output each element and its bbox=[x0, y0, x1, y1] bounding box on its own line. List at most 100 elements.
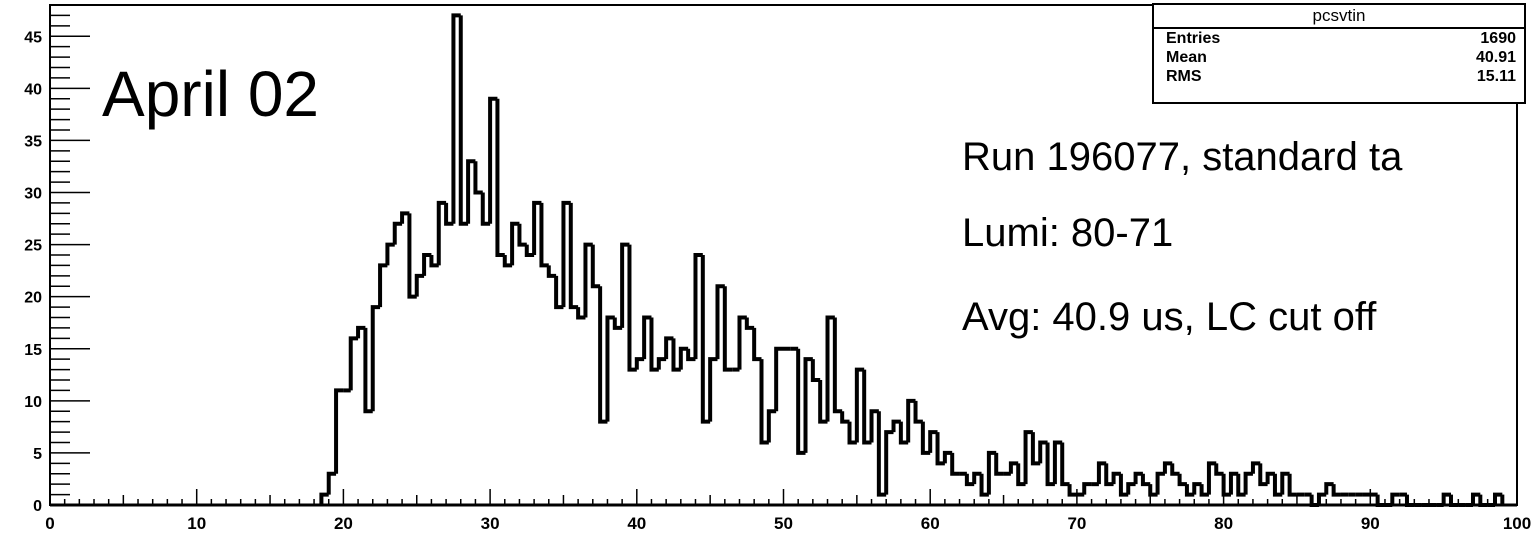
histogram-bin bbox=[422, 253, 432, 276]
histogram-bin bbox=[319, 492, 329, 505]
histogram-bin bbox=[1280, 471, 1290, 495]
stats-value: 1690 bbox=[1480, 30, 1516, 47]
x-tick-label: 20 bbox=[334, 514, 353, 533]
histogram-bin bbox=[1082, 482, 1092, 495]
y-tick-label: 35 bbox=[24, 133, 42, 150]
histogram-bin bbox=[774, 346, 784, 412]
histogram-bin bbox=[656, 357, 667, 370]
histogram-bin bbox=[524, 244, 535, 257]
histogram-bin bbox=[414, 273, 425, 297]
histogram-bin bbox=[825, 315, 835, 422]
histogram-bin bbox=[1038, 440, 1048, 464]
histogram-bin bbox=[876, 411, 887, 497]
y-tick-label: 45 bbox=[24, 29, 42, 46]
histogram-bin bbox=[1170, 463, 1180, 476]
histogram-bin bbox=[1067, 484, 1077, 497]
histogram-bin bbox=[363, 327, 373, 414]
histogram-bin bbox=[972, 471, 982, 485]
histogram-bin bbox=[1236, 473, 1246, 497]
histogram-bin bbox=[1199, 484, 1209, 497]
histogram-bin bbox=[964, 473, 975, 487]
histogram-bin bbox=[634, 357, 645, 370]
histogram-bin bbox=[906, 398, 916, 443]
histogram-bin bbox=[810, 359, 821, 382]
histogram-bin bbox=[1052, 440, 1063, 485]
histogram-bin bbox=[752, 327, 762, 362]
histogram-bin bbox=[891, 419, 901, 433]
histogram-bin bbox=[1016, 463, 1026, 487]
histogram-bin bbox=[1228, 471, 1239, 495]
histogram-bin bbox=[466, 159, 476, 224]
histogram-bin bbox=[686, 348, 696, 362]
histogram-bin bbox=[488, 96, 498, 224]
histogram-bin bbox=[928, 430, 938, 453]
histogram-bin bbox=[385, 242, 395, 266]
avg-note: Avg: 40.9 us, LC cut off bbox=[962, 295, 1377, 339]
x-tick-label: 90 bbox=[1361, 514, 1380, 533]
histogram-bin bbox=[473, 161, 483, 195]
histogram-bin bbox=[326, 471, 337, 495]
histogram-bin bbox=[1162, 461, 1173, 474]
histogram-bin bbox=[1133, 471, 1143, 485]
y-tick-label: 30 bbox=[24, 186, 42, 203]
histogram-bin bbox=[444, 202, 454, 226]
histogram-bin bbox=[605, 315, 615, 422]
date-label: April 02 bbox=[102, 58, 319, 130]
histogram-bin bbox=[1287, 473, 1297, 497]
stats-row-entries: Entries 1690 bbox=[1154, 29, 1524, 48]
histogram-bin bbox=[847, 421, 857, 445]
histogram-bin bbox=[502, 255, 513, 268]
histogram-bin bbox=[1258, 463, 1268, 487]
stats-value: 15.11 bbox=[1476, 68, 1516, 85]
histogram-bin bbox=[920, 421, 931, 455]
y-tick-label: 40 bbox=[24, 81, 42, 98]
histogram-bin bbox=[942, 450, 953, 464]
histogram-bin bbox=[994, 452, 1004, 476]
histogram-bin bbox=[510, 221, 520, 266]
histogram-bin bbox=[1126, 482, 1136, 495]
stats-label: Entries bbox=[1166, 30, 1221, 47]
histogram-bin bbox=[854, 367, 865, 443]
histogram-bin bbox=[1478, 494, 1488, 507]
histogram-bin bbox=[1448, 494, 1459, 507]
histogram-bin bbox=[1148, 484, 1158, 497]
histogram-bin bbox=[429, 255, 439, 268]
histogram-bin bbox=[1060, 442, 1070, 487]
histogram-bin bbox=[649, 317, 659, 372]
histogram-bin bbox=[1030, 432, 1041, 466]
histogram-bin bbox=[1045, 442, 1055, 487]
histogram-bin bbox=[561, 200, 571, 308]
histogram-bin bbox=[796, 348, 806, 455]
histogram-bin bbox=[1243, 471, 1253, 495]
histogram-bin bbox=[818, 380, 828, 424]
histogram-bin bbox=[1104, 463, 1114, 487]
histogram-bin bbox=[869, 409, 879, 443]
histogram-bin bbox=[370, 305, 381, 412]
histogram-bin bbox=[1140, 473, 1151, 487]
histogram-bin bbox=[1118, 473, 1129, 497]
x-tick-label: 10 bbox=[187, 514, 206, 533]
histogram-bin bbox=[1155, 471, 1165, 495]
x-tick-label: 70 bbox=[1067, 514, 1086, 533]
histogram-bin bbox=[1096, 461, 1107, 485]
histogram-bin bbox=[1324, 482, 1334, 495]
x-tick-label: 60 bbox=[921, 514, 940, 533]
stats-row-mean: Mean 40.91 bbox=[1154, 48, 1524, 67]
histogram-bin bbox=[700, 255, 711, 424]
stats-value: 40.91 bbox=[1475, 49, 1516, 66]
histogram-bin bbox=[1265, 471, 1275, 485]
histogram-bin bbox=[458, 15, 469, 226]
x-tick-label: 40 bbox=[627, 514, 646, 533]
histogram-bin bbox=[1404, 494, 1415, 507]
histogram-bin bbox=[693, 253, 703, 360]
histogram-bin bbox=[664, 336, 674, 360]
histogram-bin bbox=[407, 213, 417, 299]
stats-label: Mean bbox=[1166, 49, 1207, 66]
histogram-bin bbox=[1177, 473, 1187, 487]
histogram-bin bbox=[1250, 461, 1261, 474]
histogram-bin bbox=[1390, 492, 1400, 505]
histogram-bin bbox=[884, 430, 894, 495]
histogram-bin bbox=[1008, 461, 1019, 474]
